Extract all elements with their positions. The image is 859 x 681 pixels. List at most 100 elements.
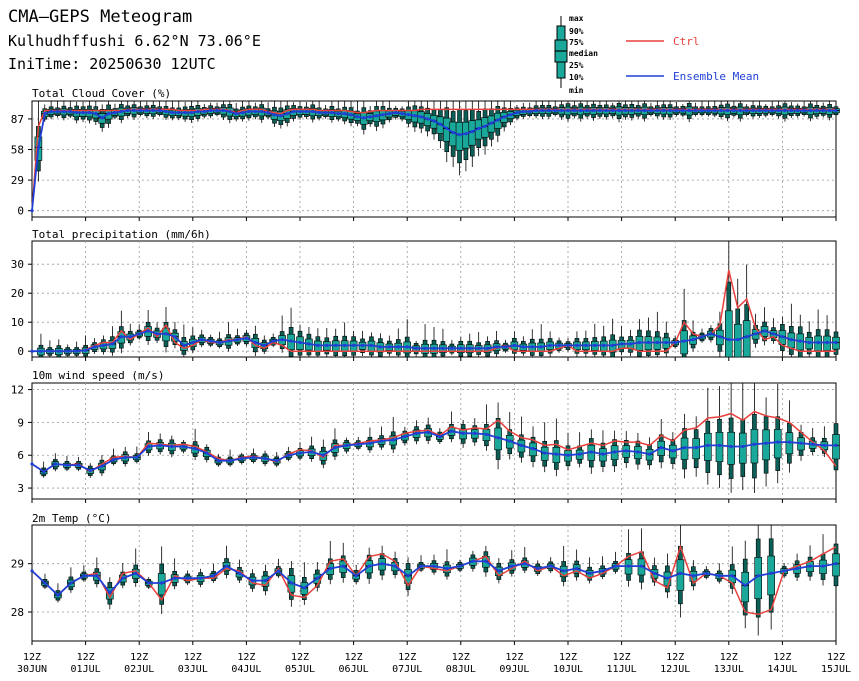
mean-point [75, 349, 79, 353]
panel-title-1: Total precipitation (mm/6h) [32, 228, 211, 241]
mean-point [406, 574, 410, 578]
mean-point [807, 340, 811, 345]
y-tick-label: 29 [11, 558, 24, 571]
mean-point [671, 449, 675, 453]
box-45 [430, 326, 438, 358]
box-6 [81, 335, 90, 357]
mean-point [822, 443, 826, 447]
mean-point [796, 108, 800, 113]
mean-point [593, 343, 597, 347]
box-30 [296, 324, 304, 357]
mean-point [128, 335, 132, 339]
mean-point [68, 109, 72, 114]
mean-point [825, 340, 829, 345]
mean-point [624, 449, 628, 453]
legend-box-label-1: 90% [569, 27, 584, 36]
box-46 [439, 328, 447, 357]
mean-point [464, 132, 468, 136]
mean-point [315, 576, 319, 580]
y-tick-label: 3 [17, 482, 24, 495]
mean-point [406, 113, 411, 117]
mean-point [543, 451, 547, 455]
mean-point [155, 332, 159, 336]
mean-point [647, 452, 652, 456]
mean-point [468, 346, 472, 350]
mean-point [106, 112, 111, 116]
mean-point [449, 429, 454, 433]
box-41 [394, 328, 403, 357]
mean-point [694, 108, 698, 113]
mean-point [553, 108, 557, 113]
mean-point [394, 111, 398, 115]
mean-point [626, 564, 631, 568]
mean-point [137, 332, 141, 336]
y-tick-label: 10 [11, 316, 24, 329]
mean-point [321, 453, 325, 457]
mean-point [798, 339, 802, 343]
box-41 [505, 412, 514, 460]
mean-point [484, 432, 489, 437]
mean-point [84, 348, 88, 352]
box-39 [376, 333, 385, 357]
mean-point [461, 431, 465, 435]
mean-point [655, 340, 659, 345]
panel-2 [28, 382, 840, 503]
mean-point [186, 576, 190, 580]
y-tick-label: 9 [17, 416, 24, 429]
mean-point [674, 108, 679, 113]
mean-point [600, 569, 605, 573]
mean-point [146, 444, 151, 449]
box-inner [727, 431, 735, 465]
mean-point [540, 108, 545, 113]
ctrl-series-line [31, 544, 837, 616]
mean-point [620, 342, 624, 346]
mean-point [486, 346, 490, 350]
mean-point [325, 343, 329, 347]
mean-point [756, 574, 760, 578]
panel-title-0: Total Cloud Cover (%) [32, 87, 171, 100]
mean-point [736, 338, 740, 342]
box-21 [215, 331, 224, 349]
mean-point [780, 335, 785, 339]
box-22 [224, 322, 233, 352]
init-time-label: IniTime: 20250630 12UTC [8, 55, 216, 73]
mean-point [355, 115, 360, 119]
box-5 [93, 557, 101, 588]
box-38 [520, 547, 529, 574]
box-33 [322, 327, 331, 357]
mean-point [209, 339, 213, 343]
mean-point [426, 117, 430, 121]
mean-point [173, 335, 177, 339]
mean-point [512, 343, 517, 347]
mean-point [704, 571, 708, 575]
mean-point [562, 569, 566, 573]
mean-point [209, 108, 213, 113]
x-tick-label-bottom: 07JUL [392, 664, 422, 675]
mean-point [423, 346, 427, 350]
mean-point [575, 566, 579, 571]
mean-point [414, 431, 419, 435]
mean-point [263, 578, 268, 583]
mean-point [216, 459, 221, 463]
mean-point [548, 343, 552, 347]
mean-point [381, 113, 385, 117]
mean-point [585, 108, 589, 113]
mean-point [652, 571, 657, 575]
mean-point [718, 335, 722, 339]
mean-point [572, 108, 576, 113]
mean-point [776, 108, 781, 113]
box-63 [590, 323, 599, 357]
mean-point [360, 343, 365, 347]
mean-point [414, 346, 418, 350]
mean-point [445, 566, 449, 571]
mean-point [584, 343, 588, 347]
mean-point [247, 109, 251, 114]
mean-point [132, 108, 136, 113]
box-23 [233, 328, 242, 347]
mean-point [75, 111, 79, 115]
mean-point [244, 336, 248, 340]
mean-point [623, 108, 628, 113]
box-49 [663, 553, 672, 599]
box-68 [820, 426, 829, 457]
x-tick-label-top: 12Z [559, 652, 577, 663]
